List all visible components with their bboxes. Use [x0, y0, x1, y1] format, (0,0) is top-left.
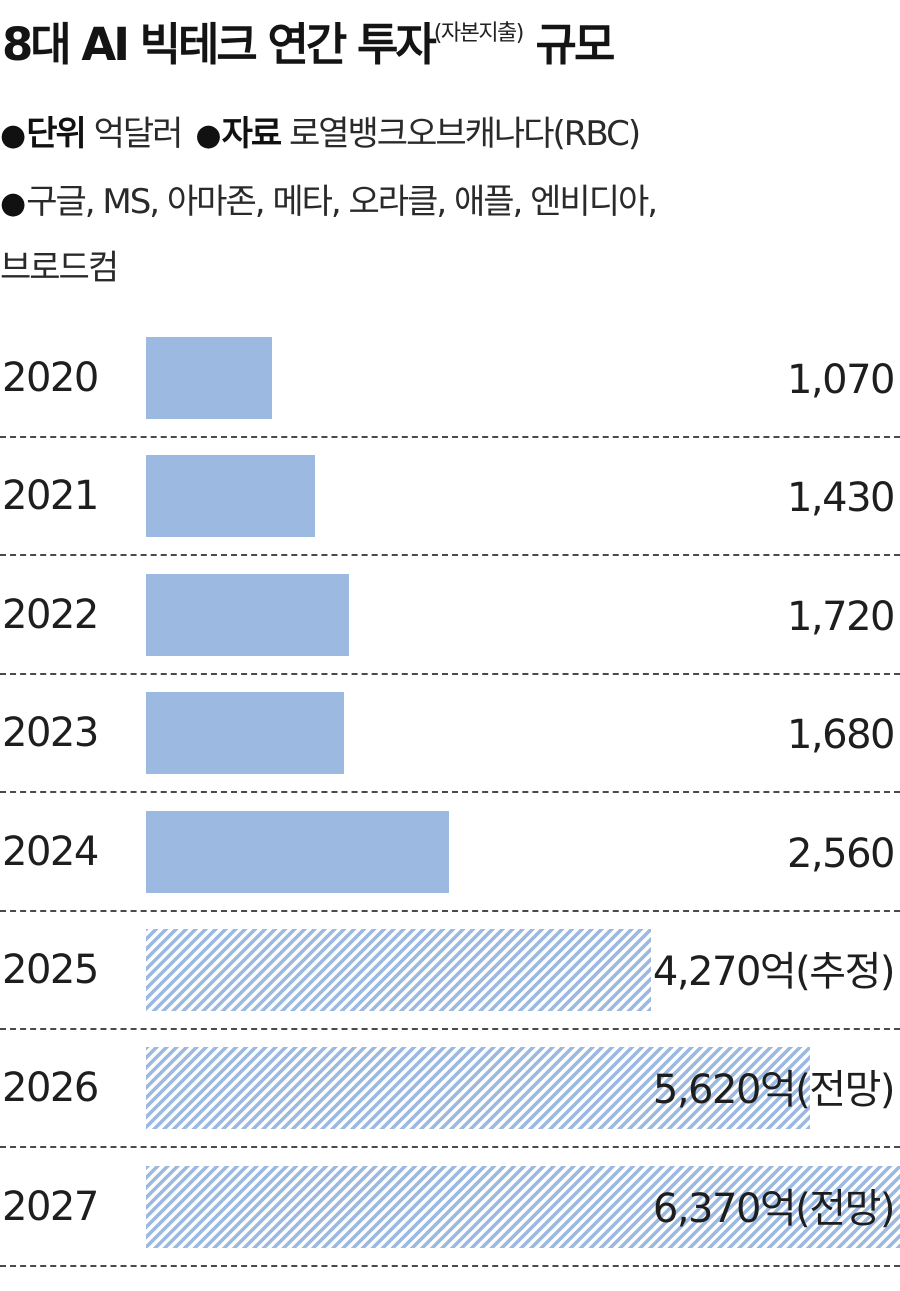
year-label: 2023 — [2, 710, 99, 757]
year-label: 2021 — [2, 473, 99, 520]
bar-row: 2026 5,620억(전망) — [0, 1047, 900, 1165]
companies-list-1: 구글, MS, 아마존, 메타, 오라클, 애플, 엔비디아, — [26, 182, 658, 222]
companies-line: ●구글, MS, 아마존, 메타, 오라클, 애플, 엔비디아, — [0, 180, 658, 226]
actual-bar — [146, 455, 315, 538]
year-label: 2026 — [2, 1065, 99, 1112]
bar-row: 2020 1,070 — [0, 337, 900, 455]
unit-label: 단위 — [26, 114, 87, 154]
year-label: 2022 — [2, 591, 99, 638]
companies-list-2: 브로드컴 — [0, 248, 119, 288]
bullet-icon: ● — [0, 118, 27, 153]
value-label: 1,070 — [786, 357, 896, 403]
bar-row: 2023 1,680 — [0, 692, 900, 810]
value-label: 1,430 — [786, 475, 896, 522]
value-label: 1,680 — [786, 712, 896, 759]
chart-title: 8대 AI 빅테크 연간 투자(자본지출) 규모 — [2, 4, 616, 75]
title-main: 8대 AI 빅테크 연간 투자 — [2, 18, 437, 71]
forecast-bar — [146, 1047, 810, 1130]
row-separator — [0, 672, 900, 675]
title-superscript: (자본지출) — [433, 21, 525, 46]
bar-row: 2024 2,560 — [0, 810, 900, 929]
value-label: 5,620억(전망) — [652, 1067, 896, 1114]
actual-bar — [146, 573, 349, 656]
row-separator — [0, 436, 900, 438]
value-label: 1,720 — [786, 593, 896, 640]
bar-row: 2022 1,720 — [0, 573, 900, 692]
value-label: 2,560 — [786, 830, 896, 877]
row-separator — [0, 909, 900, 912]
bar-row: 2021 1,430 — [0, 455, 900, 573]
row-separator — [0, 554, 900, 557]
row-separator — [0, 791, 900, 794]
row-separator — [0, 1146, 900, 1149]
year-label: 2024 — [2, 828, 99, 875]
bullet-icon: ● — [195, 118, 222, 153]
source-label: 자료 — [221, 114, 283, 154]
bar-row: 2027 6,370억(전망) — [0, 1165, 900, 1284]
row-separator — [0, 1028, 900, 1030]
year-label: 2025 — [2, 947, 99, 993]
unit-source-line: ●단위 억달러 ●자료 로열뱅크오브캐나다(RBC) — [0, 112, 641, 158]
value-label: 4,270억(추정) — [652, 949, 896, 995]
bullet-icon: ● — [0, 186, 27, 221]
year-label: 2020 — [2, 355, 99, 401]
actual-bar — [146, 692, 344, 775]
companies-line-2: 브로드컴 — [0, 246, 119, 290]
actual-bar — [146, 810, 449, 893]
title-tail: 규모 — [522, 18, 616, 71]
forecast-bar — [146, 929, 651, 1011]
bar-row: 2025 4,270억(추정) — [0, 929, 900, 1047]
value-label: 6,370억(전망) — [652, 1185, 896, 1232]
unit-value: 억달러 — [93, 114, 184, 154]
source-value: 로열뱅크오브캐나다(RBC) — [288, 114, 641, 154]
year-label: 2027 — [2, 1183, 99, 1230]
actual-bar — [146, 337, 272, 419]
row-separator — [0, 1264, 900, 1267]
forecast-bar — [146, 1165, 900, 1248]
